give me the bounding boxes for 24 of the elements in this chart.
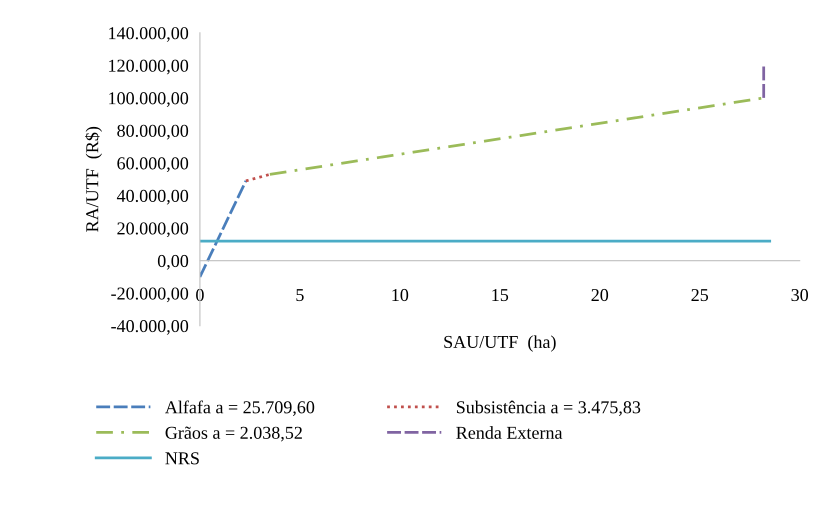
y-tick-label: 20.000,00 bbox=[117, 222, 188, 238]
x-tick-label: 0 bbox=[196, 288, 204, 302]
x-tick-label: 5 bbox=[296, 289, 304, 302]
x-axis-title: SAU/UTF (ha) bbox=[444, 335, 556, 352]
y-tick-label: 140.000,00 bbox=[109, 27, 188, 42]
x-tick-label: 15 bbox=[492, 289, 508, 302]
x-tick-label: 10 bbox=[392, 288, 408, 302]
y-tick-label: 80.000,00 bbox=[117, 124, 188, 140]
legend-label: Alfafa a = 25.709,60 bbox=[165, 400, 314, 416]
y-tick-label: -20.000,00 bbox=[111, 287, 188, 302]
legend-label: Subsistência a = 3.475,83 bbox=[456, 400, 640, 416]
y-tick-label: 60.000,00 bbox=[117, 157, 188, 172]
x-tick-label: 25 bbox=[691, 288, 708, 302]
y-axis-title: RA/UTF (R$) bbox=[85, 126, 102, 232]
legend-label: Grãos a = 2.038,52 bbox=[166, 426, 302, 442]
y-tick-label: -40.000,00 bbox=[111, 320, 188, 335]
y-tick-label: 40.000,00 bbox=[116, 190, 188, 205]
y-tick-label: 100.000,00 bbox=[109, 92, 188, 107]
y-tick-label: 0,00 bbox=[158, 254, 188, 270]
legend-label: NRS bbox=[165, 452, 199, 464]
y-tick-label: 120.000,00 bbox=[109, 60, 188, 74]
legend-label: Renda Externa bbox=[456, 426, 562, 439]
x-tick-label: 20 bbox=[592, 288, 608, 302]
x-tick-label: 30 bbox=[792, 288, 808, 302]
